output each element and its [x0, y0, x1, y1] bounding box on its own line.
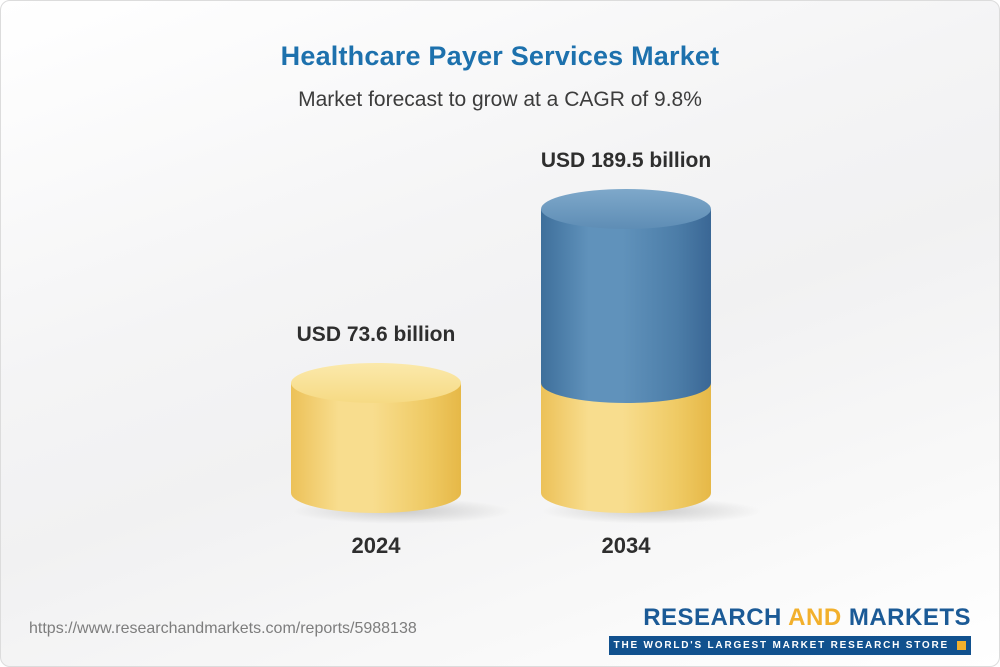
axis-label-2024: 2024 [351, 533, 401, 558]
logo-yellow-square-icon [957, 640, 966, 650]
cylinder-2034-blue-segment [541, 209, 711, 403]
bar-group-2024: USD 73.6 billion 2024 [291, 323, 512, 558]
chart-header: Healthcare Payer Services Market Market … [1, 1, 999, 112]
chart-area: USD 73.6 billion 2024 USD 189.5 billion … [1, 1, 999, 558]
bar-group-2034: USD 189.5 billion 2034 [540, 149, 762, 558]
value-label-2034: USD 189.5 billion [540, 149, 712, 172]
cylinder-2024 [291, 363, 512, 524]
chart-subtitle: Market forecast to grow at a CAGR of 9.8… [298, 88, 702, 111]
cylinder-2024-body [291, 383, 461, 513]
cylinder-2034 [541, 189, 762, 524]
footer: https://www.researchandmarkets.com/repor… [1, 592, 999, 666]
cylinder-2024-top [291, 363, 461, 403]
logo-word-markets: MARKETS [848, 603, 971, 631]
axis-label-2034: 2034 [601, 533, 651, 558]
logo-word-and: AND [788, 603, 842, 631]
chart-title: Healthcare Payer Services Market [280, 41, 720, 71]
logo-tagline-bar: THE WORLD'S LARGEST MARKET RESEARCH STOR… [608, 635, 971, 655]
value-label-2024: USD 73.6 billion [296, 323, 456, 346]
research-and-markets-logo: RESEARCH AND MARKETS THE WORLD'S LARGEST… [608, 604, 971, 655]
cylinder-2034-yellow-segment [541, 383, 711, 513]
logo-wordmark: RESEARCH AND MARKETS [609, 604, 971, 632]
cylinder-2034-top [541, 189, 711, 229]
report-url: https://www.researchandmarkets.com/repor… [29, 620, 417, 637]
logo-tagline-text: THE WORLD'S LARGEST MARKET RESEARCH STOR… [613, 639, 949, 651]
logo-word-research: RESEARCH [643, 603, 782, 631]
